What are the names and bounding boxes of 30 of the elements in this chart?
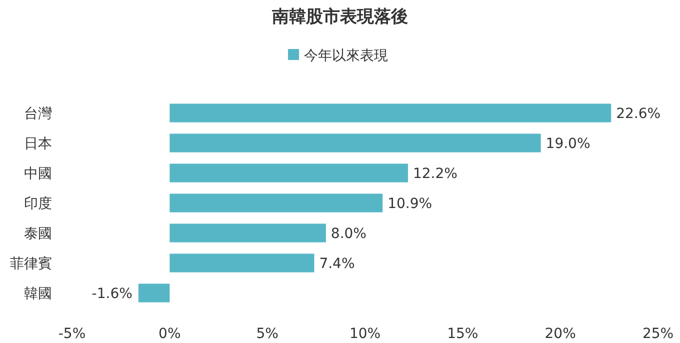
data-label: 7.4%	[319, 256, 355, 272]
bar	[138, 284, 170, 302]
y-tick-label: 日本	[24, 136, 52, 152]
data-label: 19.0%	[546, 136, 590, 152]
y-tick-label: 韓國	[24, 286, 52, 302]
bar	[170, 164, 408, 182]
data-label: 12.2%	[412, 166, 458, 182]
x-tick-label: -5%	[58, 326, 86, 342]
bar	[170, 194, 383, 212]
y-tick-label: 印度	[24, 196, 52, 212]
y-tick-label: 台灣	[24, 106, 52, 122]
bar	[170, 104, 612, 122]
x-tick-label: 10%	[349, 326, 381, 342]
data-label: -1.6%	[92, 286, 132, 302]
data-label: 10.9%	[388, 196, 432, 212]
bar	[170, 134, 541, 152]
x-tick-label: 25%	[642, 326, 674, 342]
data-label: 8.0%	[330, 226, 367, 242]
y-tick-label: 泰國	[24, 226, 52, 242]
y-tick-label: 中國	[24, 166, 52, 182]
chart-title: 南韓股市表現落後	[271, 7, 408, 27]
data-label: 22.6%	[616, 106, 661, 122]
x-tick-label: 0%	[158, 326, 181, 342]
x-tick-label: 20%	[544, 326, 576, 342]
bar	[170, 254, 314, 272]
y-tick-label: 菲律賓	[10, 256, 52, 272]
x-tick-label: 15%	[447, 326, 478, 342]
x-tick-label: 5%	[256, 326, 278, 342]
legend-label: 今年以來表現	[304, 48, 388, 64]
bar	[170, 224, 326, 242]
